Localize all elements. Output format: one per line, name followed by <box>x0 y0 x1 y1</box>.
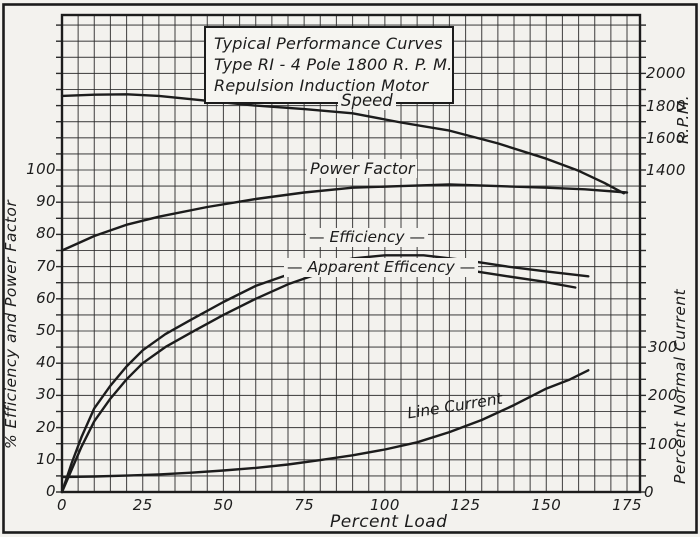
rpm-tick-1800: 1800 <box>646 96 686 115</box>
y-left-tick-50: 50 <box>36 321 56 339</box>
power-factor-curve-label: Power Factor <box>307 159 418 178</box>
x-tick-50: 50 <box>213 496 234 514</box>
x-tick-100: 100 <box>369 496 400 514</box>
current-tick-200: 200 <box>648 386 678 405</box>
curve-speed <box>60 93 625 195</box>
y-left-tick-10: 10 <box>36 449 56 468</box>
rpm-tick-2000: 2000 <box>646 64 686 83</box>
apparent-efficiency-curve-label: Apparent Efficency <box>284 258 479 277</box>
y-left-tick-90: 90 <box>36 192 56 211</box>
y-left-tick-70: 70 <box>36 256 56 275</box>
y-left-axis-title: % Efficiency and Power Factor <box>2 199 20 449</box>
title-line-3: Repulsion Induction Motor <box>214 76 429 95</box>
x-tick-75: 75 <box>294 496 315 514</box>
y-left-tick-80: 80 <box>36 224 56 243</box>
rpm-axis-title: R.P.M. <box>674 94 692 144</box>
rpm-tick-1400: 1400 <box>646 161 686 179</box>
x-tick-150: 150 <box>531 496 562 514</box>
y-left-tick-0: 0 <box>46 482 56 500</box>
y-left-tick-60: 60 <box>36 288 56 307</box>
current-tick-0: 0 <box>644 483 654 501</box>
curve-line-current <box>60 369 590 479</box>
x-tick-25: 25 <box>132 496 153 514</box>
plot-border <box>60 13 642 494</box>
rpm-tick-1600: 1600 <box>646 128 686 147</box>
current-tick-100: 100 <box>648 434 678 453</box>
x-tick-125: 125 <box>450 496 481 514</box>
y-left-tick-20: 20 <box>36 417 56 436</box>
title-line-1: Typical Performance Curves <box>214 34 443 53</box>
speed-curve-label: Speed <box>338 91 396 110</box>
y-left-tick-100: 100 <box>26 160 56 178</box>
chart-title-box: Typical Performance Curves Type RI - 4 P… <box>204 26 454 104</box>
x-tick-0: 0 <box>57 496 67 514</box>
y-left-tick-40: 40 <box>36 353 56 372</box>
title-line-2: Type RI - 4 Pole 1800 R. P. M. <box>214 55 453 74</box>
curve-efficiency <box>60 254 590 494</box>
y-left-tick-30: 30 <box>36 385 56 404</box>
outer-frame <box>2 3 698 534</box>
x-tick-175: 175 <box>612 496 642 514</box>
current-tick-300: 300 <box>648 338 678 357</box>
x-axis-title: Percent Load <box>330 512 448 532</box>
curve-power-factor <box>60 183 629 252</box>
efficiency-curve-label: Efficiency <box>306 228 429 247</box>
